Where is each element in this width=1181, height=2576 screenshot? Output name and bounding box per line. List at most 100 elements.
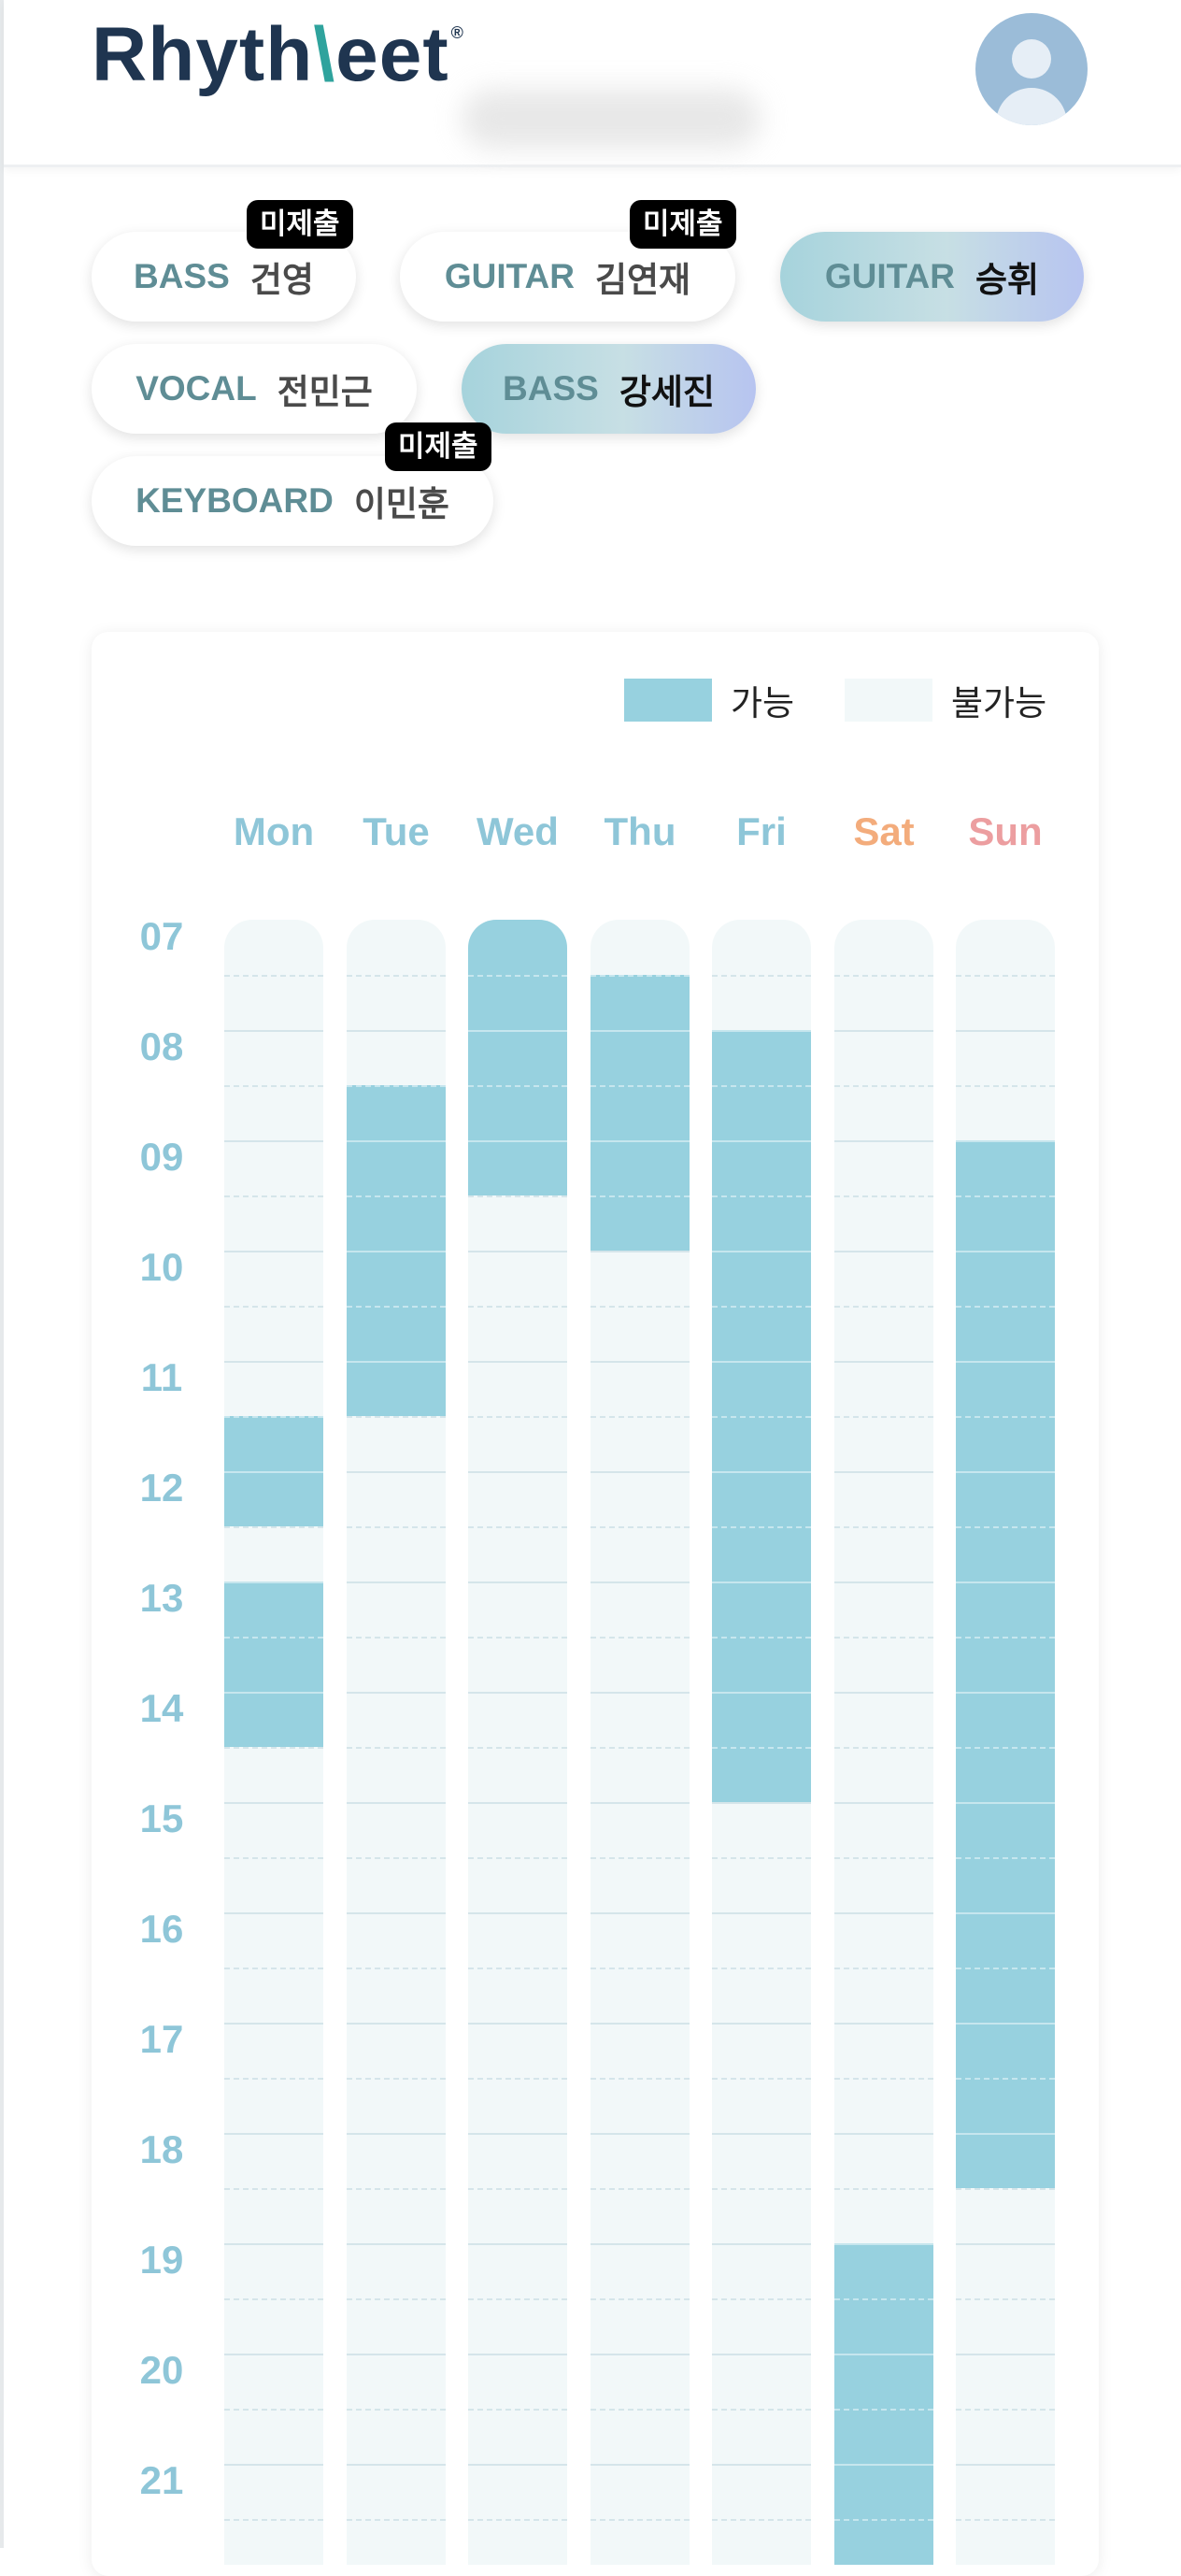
unavailable-slot[interactable] bbox=[590, 2133, 690, 2188]
available-slot[interactable] bbox=[712, 1361, 811, 1416]
unavailable-slot[interactable] bbox=[224, 1968, 323, 2023]
available-slot[interactable] bbox=[590, 1085, 690, 1140]
available-slot[interactable] bbox=[224, 1637, 323, 1692]
unavailable-slot[interactable] bbox=[224, 2298, 323, 2354]
unavailable-slot[interactable] bbox=[834, 1581, 933, 1637]
unavailable-slot[interactable] bbox=[956, 2188, 1055, 2243]
available-slot[interactable] bbox=[956, 1306, 1055, 1361]
unavailable-slot[interactable] bbox=[347, 2354, 446, 2409]
unavailable-slot[interactable] bbox=[834, 1692, 933, 1747]
unavailable-slot[interactable] bbox=[834, 1195, 933, 1251]
unavailable-slot[interactable] bbox=[712, 2354, 811, 2409]
unavailable-slot[interactable] bbox=[956, 2354, 1055, 2409]
available-slot[interactable] bbox=[347, 1306, 446, 1361]
unavailable-slot[interactable] bbox=[712, 2188, 811, 2243]
available-slot[interactable] bbox=[468, 1085, 567, 1140]
unavailable-slot[interactable] bbox=[224, 2519, 323, 2565]
unavailable-slot[interactable] bbox=[224, 1251, 323, 1306]
day-column-sun[interactable] bbox=[956, 920, 1055, 2565]
unavailable-slot[interactable] bbox=[590, 2078, 690, 2133]
day-column-sat[interactable] bbox=[834, 920, 933, 2565]
available-slot[interactable] bbox=[712, 1692, 811, 1747]
unavailable-slot[interactable] bbox=[590, 2243, 690, 2298]
unavailable-slot[interactable] bbox=[224, 920, 323, 975]
unavailable-slot[interactable] bbox=[834, 1637, 933, 1692]
available-slot[interactable] bbox=[712, 1637, 811, 1692]
unavailable-slot[interactable] bbox=[347, 1526, 446, 1581]
unavailable-slot[interactable] bbox=[834, 1857, 933, 1912]
unavailable-slot[interactable] bbox=[468, 2078, 567, 2133]
unavailable-slot[interactable] bbox=[712, 2243, 811, 2298]
unavailable-slot[interactable] bbox=[834, 2078, 933, 2133]
unavailable-slot[interactable] bbox=[468, 1581, 567, 1637]
member-chip-selected[interactable]: BASS 강세진 bbox=[462, 344, 756, 434]
unavailable-slot[interactable] bbox=[834, 1968, 933, 2023]
unavailable-slot[interactable] bbox=[956, 2464, 1055, 2519]
day-column-tue[interactable] bbox=[347, 920, 446, 2565]
unavailable-slot[interactable] bbox=[224, 2243, 323, 2298]
available-slot[interactable] bbox=[834, 2519, 933, 2565]
available-slot[interactable] bbox=[347, 1140, 446, 1195]
unavailable-slot[interactable] bbox=[224, 1140, 323, 1195]
unavailable-slot[interactable] bbox=[834, 1306, 933, 1361]
unavailable-slot[interactable] bbox=[590, 1747, 690, 1802]
unavailable-slot[interactable] bbox=[590, 1251, 690, 1306]
unavailable-slot[interactable] bbox=[347, 2243, 446, 2298]
available-slot[interactable] bbox=[347, 1251, 446, 1306]
unavailable-slot[interactable] bbox=[468, 1195, 567, 1251]
unavailable-slot[interactable] bbox=[834, 1085, 933, 1140]
unavailable-slot[interactable] bbox=[956, 1030, 1055, 1085]
available-slot[interactable] bbox=[956, 1637, 1055, 1692]
unavailable-slot[interactable] bbox=[224, 2409, 323, 2464]
unavailable-slot[interactable] bbox=[347, 1968, 446, 2023]
available-slot[interactable] bbox=[956, 1857, 1055, 1912]
unavailable-slot[interactable] bbox=[468, 1802, 567, 1857]
unavailable-slot[interactable] bbox=[224, 2023, 323, 2078]
available-slot[interactable] bbox=[712, 1085, 811, 1140]
unavailable-slot[interactable] bbox=[834, 1471, 933, 1526]
unavailable-slot[interactable] bbox=[834, 1030, 933, 1085]
unavailable-slot[interactable] bbox=[712, 2409, 811, 2464]
unavailable-slot[interactable] bbox=[590, 2298, 690, 2354]
unavailable-slot[interactable] bbox=[347, 2298, 446, 2354]
unavailable-slot[interactable] bbox=[712, 2298, 811, 2354]
unavailable-slot[interactable] bbox=[468, 1747, 567, 1802]
available-slot[interactable] bbox=[956, 1968, 1055, 2023]
day-column-mon[interactable] bbox=[224, 920, 323, 2565]
unavailable-slot[interactable] bbox=[834, 1251, 933, 1306]
unavailable-slot[interactable] bbox=[347, 1471, 446, 1526]
unavailable-slot[interactable] bbox=[347, 1416, 446, 1471]
unavailable-slot[interactable] bbox=[468, 2188, 567, 2243]
unavailable-slot[interactable] bbox=[468, 2519, 567, 2565]
unavailable-slot[interactable] bbox=[468, 1912, 567, 1968]
unavailable-slot[interactable] bbox=[468, 2409, 567, 2464]
unavailable-slot[interactable] bbox=[590, 1306, 690, 1361]
unavailable-slot[interactable] bbox=[347, 2023, 446, 2078]
unavailable-slot[interactable] bbox=[224, 1030, 323, 1085]
unavailable-slot[interactable] bbox=[347, 1857, 446, 1912]
available-slot[interactable] bbox=[224, 1416, 323, 1471]
unavailable-slot[interactable] bbox=[347, 1692, 446, 1747]
unavailable-slot[interactable] bbox=[468, 2354, 567, 2409]
unavailable-slot[interactable] bbox=[224, 1306, 323, 1361]
available-slot[interactable] bbox=[468, 920, 567, 975]
available-slot[interactable] bbox=[956, 1416, 1055, 1471]
member-chip-selected[interactable]: GUITAR 승휘 bbox=[780, 232, 1084, 322]
app-logo[interactable]: Rhyth\eet ® bbox=[92, 17, 464, 93]
unavailable-slot[interactable] bbox=[956, 2298, 1055, 2354]
unavailable-slot[interactable] bbox=[712, 2464, 811, 2519]
available-slot[interactable] bbox=[224, 1581, 323, 1637]
unavailable-slot[interactable] bbox=[834, 2133, 933, 2188]
member-chip[interactable]: KEYBOARD 이민훈 bbox=[92, 456, 493, 546]
unavailable-slot[interactable] bbox=[347, 2519, 446, 2565]
unavailable-slot[interactable] bbox=[712, 2133, 811, 2188]
available-slot[interactable] bbox=[956, 1526, 1055, 1581]
available-slot[interactable] bbox=[834, 2354, 933, 2409]
unavailable-slot[interactable] bbox=[224, 1526, 323, 1581]
unavailable-slot[interactable] bbox=[468, 1361, 567, 1416]
unavailable-slot[interactable] bbox=[834, 920, 933, 975]
unavailable-slot[interactable] bbox=[956, 2243, 1055, 2298]
available-slot[interactable] bbox=[712, 1030, 811, 1085]
available-slot[interactable] bbox=[712, 1416, 811, 1471]
unavailable-slot[interactable] bbox=[712, 1912, 811, 1968]
